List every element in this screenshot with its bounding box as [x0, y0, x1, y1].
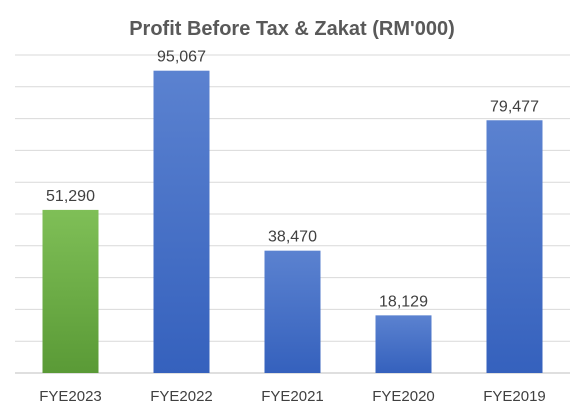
- bar-fye2023: [42, 209, 99, 373]
- data-label: 79,477: [490, 98, 539, 115]
- data-label: 95,067: [157, 49, 206, 66]
- gridlines: [15, 54, 570, 374]
- chart-title: Profit Before Tax & Zakat (RM'000): [129, 18, 455, 40]
- bar-fye2020: [375, 315, 432, 373]
- data-label: 18,129: [379, 293, 428, 310]
- data-label: 51,290: [46, 188, 95, 205]
- x-tick-label: FYE2019: [483, 388, 546, 405]
- x-tick-label: FYE2022: [150, 388, 213, 405]
- bar-fye2021: [264, 250, 321, 373]
- x-tick-label: FYE2021: [261, 388, 324, 405]
- x-tick-label: FYE2020: [372, 388, 435, 405]
- x-tick-label: FYE2023: [39, 388, 102, 405]
- data-label: 38,470: [268, 229, 317, 246]
- bar-fye2019: [486, 120, 543, 373]
- x-tick-labels: FYE2023 FYE2022 FYE2021 FYE2020 FYE2019: [39, 388, 546, 405]
- bars: [42, 70, 543, 373]
- bar-fye2022: [153, 70, 210, 373]
- data-labels: 51,290 95,067 38,470 18,129 79,477: [46, 49, 539, 311]
